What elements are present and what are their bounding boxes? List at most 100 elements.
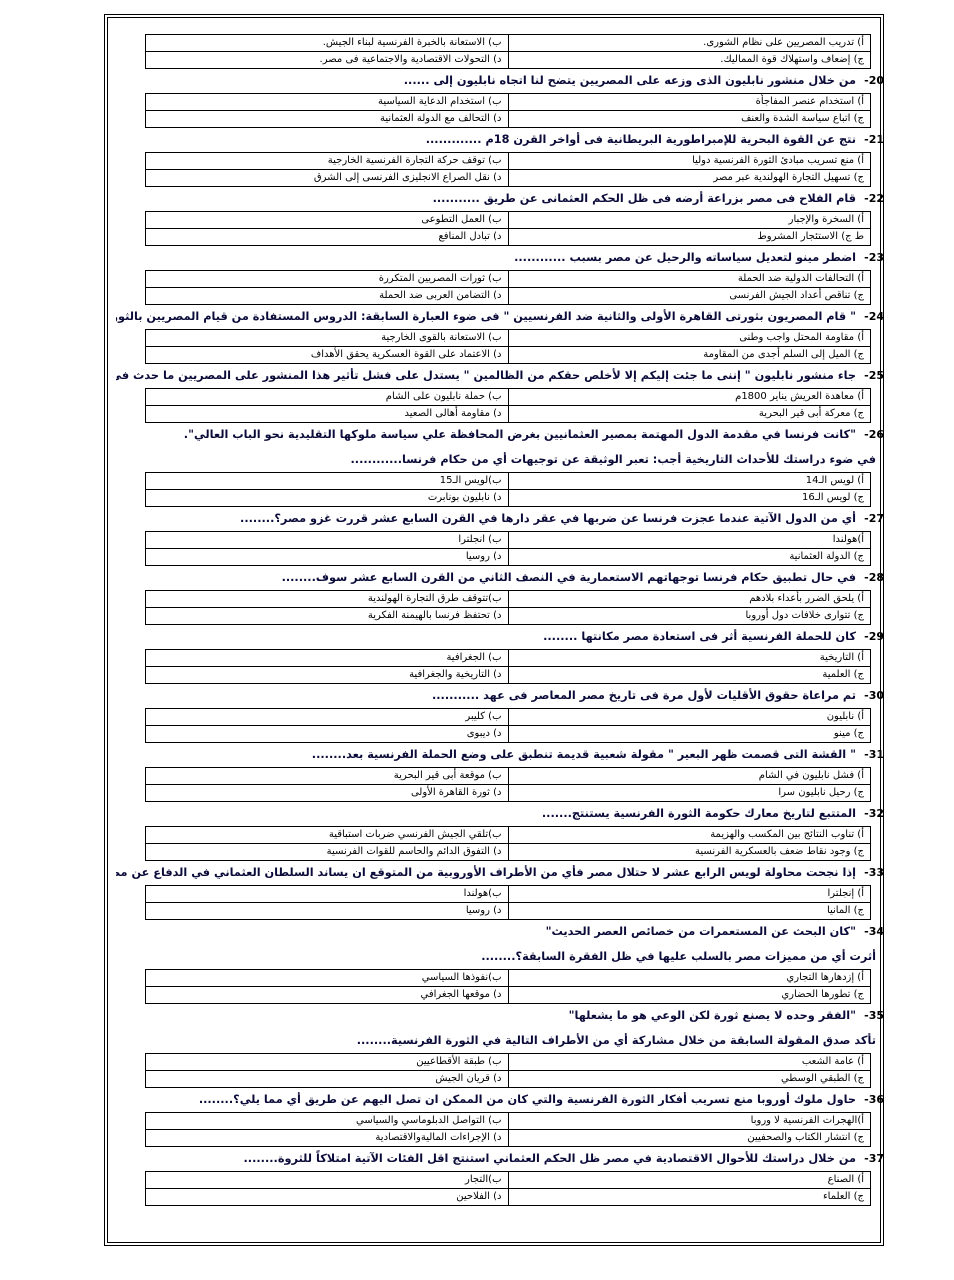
option: د) تحتفظ فرنسا بالهيمنة الفكرية xyxy=(145,607,509,625)
option: أ) الصناع xyxy=(507,1171,871,1189)
question: -29 كان للحملة الفرنسية أثر فى استعادة مص… xyxy=(116,625,884,684)
question-stem: قام الفلاح فى مصر بزراعة أرضه فى ظل الحك… xyxy=(432,192,856,205)
options-body: أ) السخرة والإجبار ب) العمل التطوعى ط ج) ا… xyxy=(145,211,871,246)
option: د) نابليون بونابرت xyxy=(145,489,509,507)
option: ج) الميل إلى السلم أجدى من المقاومة xyxy=(507,346,871,364)
option: ب) الاستعانة بالخبرة الفرنسية لبناء الجي… xyxy=(145,34,509,52)
question-number: -36 xyxy=(864,1093,884,1106)
option: ج) وجود نقاط ضعف بالعسكرية الفرنسية xyxy=(507,843,871,861)
option: ج) لويس الـ16 xyxy=(507,489,871,507)
options-row: ج) مينو د) ديبوى xyxy=(145,725,871,743)
option: ج) المانيا xyxy=(507,902,871,920)
option: د) روسيا xyxy=(145,548,509,566)
options-row: أ) تدريب المصريين على نظام الشورى. ب) الا… xyxy=(145,34,871,52)
question: -31 " القشة التى قصمت ظهر البعير " مقولة … xyxy=(116,743,884,802)
options-body: أ) معاهدة العريش يناير 1800م ب) حملة نابل… xyxy=(145,388,871,423)
exam-content: أ) تدريب المصريين على نظام الشورى. ب) الا… xyxy=(116,34,884,1206)
option: أ) استخدام عنصر المفاجأة xyxy=(507,93,871,111)
options-row: ج) الطبقي الوسطي د) قريان الجيش xyxy=(145,1070,871,1088)
question-number: -27 xyxy=(864,512,884,525)
question-stem: كان للحملة الفرنسية أثر فى استعادة مصر م… xyxy=(543,630,856,643)
options-table: أ) منع تسريب مبادئ الثورة الفرنسية دوليا… xyxy=(145,152,871,187)
question: -32 المتتبع لتاريخ معارك حكومة الثورة الف… xyxy=(116,802,884,861)
options-row: ج) لويس الـ16 د) نابليون بونابرت xyxy=(145,489,871,507)
options-row: أ) التاريخية ب) الجغرافية xyxy=(145,649,871,667)
option: ب)هولندا xyxy=(145,885,509,903)
option: ج) انتشار الكتاب والصحفيين xyxy=(507,1129,871,1147)
option: أ) إزدهارها التجاري xyxy=(507,969,871,987)
option: ب) انجلترا xyxy=(145,531,509,549)
question-stem: حاول ملوك أوروبا منع تسريب أفكار الثورة … xyxy=(198,1093,856,1106)
question: -33 إذا نجحت محاولة لويس الرابع عشر لا حت… xyxy=(116,861,884,920)
question-stem: المتتبع لتاريخ معارك حكومة الثورة الفرنس… xyxy=(541,807,856,820)
option: د) التحولات الاقتصادية والاجتماعية فى مص… xyxy=(145,51,509,69)
options-body: أ)الهجرات الفرنسية لا وروبا ب) التواصل ال… xyxy=(145,1112,871,1147)
option: أ)الهجرات الفرنسية لا وروبا xyxy=(507,1112,871,1130)
options-body: أ) التحالفات الدولية ضد الحملة ب) ثورات ا… xyxy=(145,270,871,305)
option: أ) التحالفات الدولية ضد الحملة xyxy=(507,270,871,288)
option: أ) تدريب المصريين على نظام الشورى. xyxy=(507,34,871,52)
option: ب) ثورات المصريين المتكررة xyxy=(145,270,509,288)
options-row: ج) الميل إلى السلم أجدى من المقاومة د) ال… xyxy=(145,346,871,364)
option: ج) تتوارى خلافات دول أوروبا xyxy=(507,607,871,625)
options-row: ج) العلماء د) الفلاحين xyxy=(145,1188,871,1206)
option: د) نقل الصراع الانجليزى الفرنسى إلى الشر… xyxy=(145,169,509,187)
question-subtext: في ضوء دراستك للأحداث التاريخية أجب: تعب… xyxy=(350,453,876,466)
options-row: أ) عامة الشعب ب) طبقة الأقطاعيين xyxy=(145,1053,871,1071)
question-number: -32 xyxy=(864,807,884,820)
options-body: أ) تدريب المصريين على نظام الشورى. ب) الا… xyxy=(145,34,871,69)
question-number: -23 xyxy=(864,251,884,264)
option: أ) التاريخية xyxy=(507,649,871,667)
options-row: أ) الصناع ب)التجار xyxy=(145,1171,871,1189)
question-number: -37 xyxy=(864,1152,884,1165)
option: د) الاعتماد على القوة العسكرية يحقق الأه… xyxy=(145,346,509,364)
question-stem: اضطر مينو لتعديل سياساته والرحيل عن مصر … xyxy=(514,251,856,264)
options-table: أ) التاريخية ب) الجغرافية ج) العلمية د) الت… xyxy=(145,649,871,684)
options-row: أ) نابليون ب) كليبر xyxy=(145,708,871,726)
question: -34 "كان البحث عن المستعمرات من خصائص الع… xyxy=(116,920,884,1004)
options-row: أ) استخدام عنصر المفاجأة ب) استخدام الدعا… xyxy=(145,93,871,111)
options-row: ج) تناقص أعداد الجيش الفرنسى د) التضامن ا… xyxy=(145,287,871,305)
page-frame xyxy=(104,14,884,1246)
option: ب) موقعة أبى قير البحرية xyxy=(145,767,509,785)
options-row: ج) إضعاف واستهلاك قوة المماليك. د) التحول… xyxy=(145,51,871,69)
option: أ) معاهدة العريش يناير 1800م xyxy=(507,388,871,406)
options-row: أ) تناوب النتائج بين المكسب والهزيمة ب)تل… xyxy=(145,826,871,844)
options-table: أ) فشل نابليون في الشام ب) موقعة أبى قير … xyxy=(145,767,871,802)
option: ب) كليبر xyxy=(145,708,509,726)
options-row: ج) المانيا د) روسيا xyxy=(145,902,871,920)
option: ج) مينو xyxy=(507,725,871,743)
option: د) التحالف مع الدولة العثمانية xyxy=(145,110,509,128)
options-row: ط ج) الاستئجار المشروط د) تبادل المنافع xyxy=(145,228,871,246)
question: -23 اضطر مينو لتعديل سياساته والرحيل عن م… xyxy=(116,246,884,305)
option: د) تبادل المنافع xyxy=(145,228,509,246)
question-stem: تم مراعاة حقوق الأقليات لأول مرة فى تاري… xyxy=(431,689,856,702)
options-row: أ)الهجرات الفرنسية لا وروبا ب) التواصل ال… xyxy=(145,1112,871,1130)
options-body: أ) استخدام عنصر المفاجأة ب) استخدام الدعا… xyxy=(145,93,871,128)
options-row: ج) انتشار الكتاب والصحفيين د) الإجراءات ا… xyxy=(145,1129,871,1147)
option: د) مقاومة أهالى الصعيد xyxy=(145,405,509,423)
question-number: -24 xyxy=(864,310,884,323)
options-row: ج) تتوارى خلافات دول أوروبا د) تحتفظ فرنس… xyxy=(145,607,871,625)
question-subtext: أثرت أي من مميزات مصر بالسلب عليها في ظل… xyxy=(481,950,876,963)
question-stem: "كانت فرنسا في مقدمة الدول المهتمة بمصير… xyxy=(183,428,856,441)
options-row: ج) معركة أبى قير البحرية د) مقاومة أهالى … xyxy=(145,405,871,423)
options-body: أ) عامة الشعب ب) طبقة الأقطاعيين ج) الطبقي… xyxy=(145,1053,871,1088)
option: د) الإجراءات الماليةوالاقتصادية xyxy=(145,1129,509,1147)
option: ب) الاستعانة بالقوى الخارجية xyxy=(145,329,509,347)
question-stem: إذا نجحت محاولة لويس الرابع عشر لا حتلال… xyxy=(116,866,856,879)
question-number: -35 xyxy=(864,1009,884,1022)
options-table: أ) إزدهارها التجاري ب)نفوذها السياسي ج) تط… xyxy=(145,969,871,1004)
question-number: -28 xyxy=(864,571,884,584)
question-number: -22 xyxy=(864,192,884,205)
question: -24 " قام المصريون بثورتى القاهرة الأولى … xyxy=(116,305,884,364)
question-number: -31 xyxy=(864,748,884,761)
question-stem: أي من الدول الآتية عندما عجزت فرنسا عن ض… xyxy=(240,512,856,525)
option: ج) العلماء xyxy=(507,1188,871,1206)
options-body: أ) الصناع ب)التجار ج) العلماء د) الفلاحين xyxy=(145,1171,871,1206)
options-row: أ) فشل نابليون في الشام ب) موقعة أبى قير … xyxy=(145,767,871,785)
options-table: أ) السخرة والإجبار ب) العمل التطوعى ط ج) ا… xyxy=(145,211,871,246)
option: ب) التواصل الدبلوماسي والسياسي xyxy=(145,1112,509,1130)
option: ج) اتباع سياسة الشدة والعنف xyxy=(507,110,871,128)
option: ب) توقف حركة التجارة الفرنسية الخارجية xyxy=(145,152,509,170)
